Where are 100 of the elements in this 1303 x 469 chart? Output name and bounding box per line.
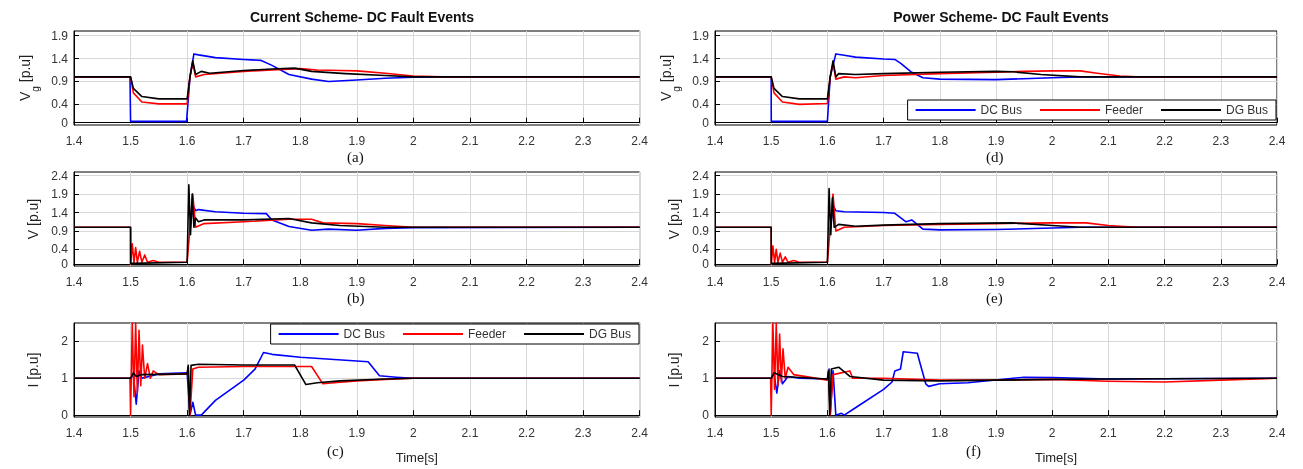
x-tick-label: 1.5 xyxy=(762,134,780,148)
x-tick-label: 1.6 xyxy=(178,134,196,148)
x-axis-title: Time[s] xyxy=(1034,450,1078,465)
y-tick-label: 0.9 xyxy=(51,223,69,238)
x-tick-label: 2.4 xyxy=(631,275,649,289)
legend-label: DC Bus xyxy=(343,327,385,341)
y-tick-label: 0.4 xyxy=(51,97,69,112)
x-tick-label: 1.9 xyxy=(348,275,366,289)
x-tick-label: 1.6 xyxy=(819,134,837,148)
x-tick-label: 1.7 xyxy=(875,275,893,289)
y-tick-label: 2.4 xyxy=(51,168,69,183)
x-tick-label: 2.2 xyxy=(518,134,536,148)
y-tick-label: 1.4 xyxy=(692,205,710,220)
x-tick-label: 2.2 xyxy=(518,275,536,289)
y-tick-label: 2 xyxy=(61,334,69,349)
text: (d) xyxy=(986,148,1004,166)
x-tick-label: 1.6 xyxy=(178,275,196,289)
y-tick-label: 0.9 xyxy=(51,74,69,89)
x-tick-label: 1.5 xyxy=(762,275,780,289)
y-tick-label: 1.9 xyxy=(692,28,710,43)
y-axis-title: V [p.u] xyxy=(666,198,682,240)
y-tick-label: 0 xyxy=(702,115,710,130)
y-tick-label: 1.4 xyxy=(51,51,69,66)
y-tick-label: 1.9 xyxy=(51,187,69,202)
y-axis-title: Vg [p.u] xyxy=(17,54,41,102)
x-axis-title: Time[s] xyxy=(395,450,438,465)
x-tick-label: 1.8 xyxy=(931,426,949,440)
x-tick-label: 2.1 xyxy=(461,426,479,440)
x-tick-label: 1.7 xyxy=(875,134,893,148)
x-tick-label: 1.5 xyxy=(122,134,140,148)
x-tick-label: 2.2 xyxy=(1156,134,1174,148)
y-tick-label: 0 xyxy=(702,408,710,423)
x-tick-label: 2 xyxy=(410,426,418,440)
y-tick-label: 0 xyxy=(702,257,710,272)
y-axis-title: V [p.u] xyxy=(25,198,41,240)
x-tick-label: 2.1 xyxy=(1100,426,1118,440)
x-tick-label: 2.3 xyxy=(1212,275,1230,289)
y-tick-label: 0.9 xyxy=(692,74,710,89)
x-tick-label: 1.7 xyxy=(235,275,253,289)
y-tick-label: 2.4 xyxy=(692,168,710,183)
y-axis-title: I [p.u] xyxy=(666,352,682,388)
chart-title: Current Scheme- DC Fault Events xyxy=(249,9,475,25)
text: (e) xyxy=(986,289,1003,307)
x-tick-label: 2.4 xyxy=(631,134,649,148)
x-tick-label: 1.8 xyxy=(291,134,309,148)
x-tick-label: 1.9 xyxy=(987,275,1005,289)
x-tick-label: 1.9 xyxy=(987,426,1005,440)
x-tick-label: 2.4 xyxy=(631,426,649,440)
x-tick-label: 1.8 xyxy=(931,134,949,148)
x-tick-label: 2.1 xyxy=(461,134,479,148)
x-tick-label: 1.5 xyxy=(122,426,140,440)
legend-label: DG Bus xyxy=(1225,103,1268,117)
y-tick-label: 0.9 xyxy=(692,223,710,238)
x-tick-label: 2.3 xyxy=(574,426,592,440)
y-tick-label: 0.4 xyxy=(692,97,710,112)
text: (a) xyxy=(347,148,364,166)
x-tick-label: 2 xyxy=(1048,134,1056,148)
x-tick-label: 2.4 xyxy=(1268,426,1286,440)
x-tick-label: 2.2 xyxy=(518,426,536,440)
y-tick-label: 1.4 xyxy=(692,51,710,66)
x-tick-label: 1.9 xyxy=(987,134,1005,148)
x-tick-label: 1.5 xyxy=(762,426,780,440)
x-tick-label: 2 xyxy=(1048,426,1056,440)
x-tick-label: 1.8 xyxy=(931,275,949,289)
x-tick-label: 2.4 xyxy=(1268,275,1286,289)
x-tick-label: 2.1 xyxy=(461,275,479,289)
x-tick-label: 1.7 xyxy=(875,426,893,440)
x-tick-label: 2 xyxy=(1048,275,1056,289)
y-tick-label: 1.4 xyxy=(51,205,69,220)
y-tick-label: 1 xyxy=(61,371,69,386)
x-tick-label: 1.5 xyxy=(122,275,140,289)
x-tick-label: 2.3 xyxy=(574,275,592,289)
x-tick-label: 1.9 xyxy=(348,426,366,440)
y-tick-label: 1.9 xyxy=(51,28,69,43)
legend-label: Feeder xyxy=(1104,103,1143,117)
x-tick-label: 2.1 xyxy=(1100,275,1118,289)
x-tick-label: 1.6 xyxy=(178,426,196,440)
y-tick-label: 0.4 xyxy=(51,242,69,257)
y-axis-title: Vg [p.u] xyxy=(658,54,682,102)
y-tick-label: 0 xyxy=(61,257,69,272)
y-tick-label: 2 xyxy=(702,334,710,349)
x-tick-label: 2.2 xyxy=(1156,275,1174,289)
x-tick-label: 2.3 xyxy=(574,134,592,148)
y-axis-title: I [p.u] xyxy=(25,352,41,388)
y-tick-label: 0 xyxy=(61,408,69,423)
text: (f) xyxy=(966,442,981,460)
x-tick-label: 2.4 xyxy=(1268,134,1286,148)
legend-label: DC Bus xyxy=(980,103,1022,117)
x-tick-label: 2.2 xyxy=(1156,426,1174,440)
text: (b) xyxy=(347,289,365,307)
x-tick-label: 2.3 xyxy=(1212,426,1230,440)
y-tick-label: 0 xyxy=(61,115,69,130)
legend-label: DG Bus xyxy=(588,327,631,341)
x-tick-label: 1.8 xyxy=(291,275,309,289)
legend-label: Feeder xyxy=(467,327,506,341)
x-tick-label: 2 xyxy=(410,134,418,148)
y-tick-label: 1 xyxy=(702,371,710,386)
x-tick-label: 2.1 xyxy=(1100,134,1118,148)
x-tick-label: 1.6 xyxy=(819,426,837,440)
x-tick-label: 1.6 xyxy=(819,275,837,289)
